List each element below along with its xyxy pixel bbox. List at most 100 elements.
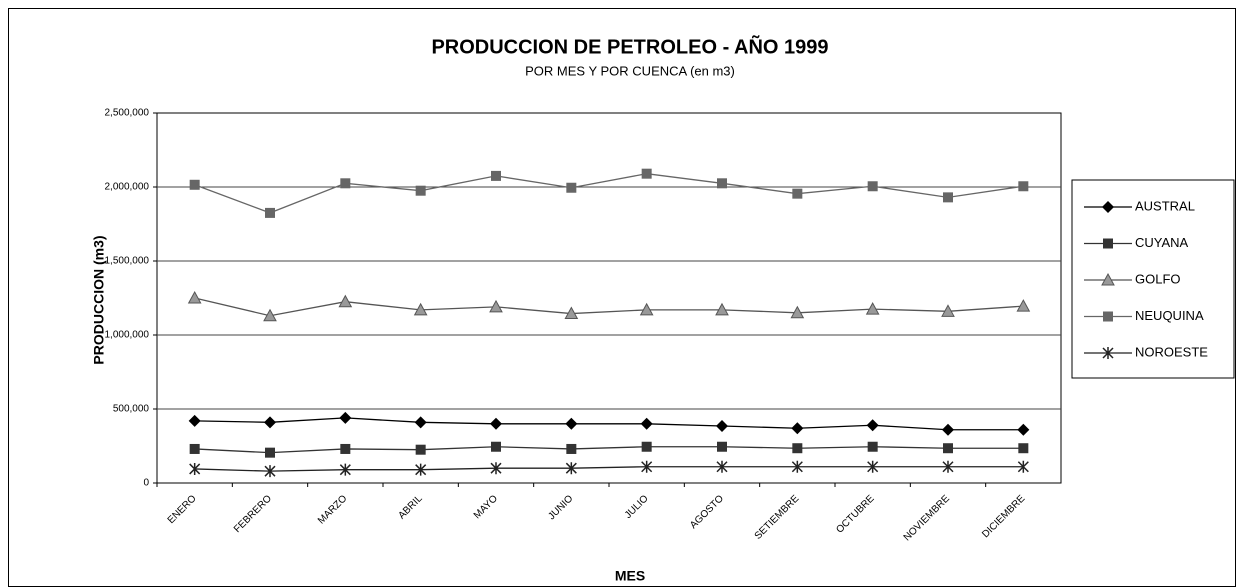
marker-diamond (264, 416, 276, 429)
marker-square (717, 178, 727, 189)
marker-diamond (188, 414, 201, 427)
x-tick-label: OCTUBRE (834, 493, 877, 536)
y-tick-label: 2,000,000 (105, 182, 150, 193)
marker-square (415, 444, 426, 455)
marker-square (340, 443, 351, 454)
marker-square (566, 182, 577, 193)
marker-diamond (942, 423, 954, 436)
marker-diamond (565, 417, 578, 430)
marker-asterisk (565, 462, 577, 475)
x-tick-label: ABRIL (396, 493, 425, 522)
marker-triangle (1016, 299, 1031, 312)
x-tick-label: SETIEMBRE (753, 493, 802, 542)
marker-square (265, 447, 275, 458)
legend-label: NOROESTE (1135, 344, 1208, 359)
y-tick-label: 2,500,000 (105, 108, 150, 119)
plot-area (156, 112, 1062, 484)
marker-square (1103, 238, 1113, 249)
marker-square (1018, 443, 1029, 454)
x-tick-label: AGOSTO (688, 493, 726, 531)
marker-square (491, 441, 501, 452)
marker-triangle (941, 304, 955, 317)
marker-triangle (187, 290, 202, 304)
x-tick-label: NOVIEMBRE (902, 493, 952, 543)
marker-square (792, 188, 803, 199)
y-tick-label: 1,500,000 (105, 256, 150, 267)
y-tick-label: 500,000 (113, 404, 150, 415)
marker-asterisk (264, 465, 276, 478)
marker-diamond (1102, 201, 1114, 213)
marker-diamond (490, 417, 502, 430)
x-tick-label: JUNIO (546, 493, 575, 522)
legend-label: GOLFO (1135, 271, 1181, 286)
series-line (194, 417, 1024, 431)
marker-square (189, 443, 200, 454)
marker-square (1018, 181, 1029, 192)
y-tick-label: 1,000,000 (105, 330, 150, 341)
marker-triangle (790, 305, 805, 319)
series-line (194, 173, 1024, 214)
chart-subtitle: POR MES Y POR CUENCA (en m3) (525, 63, 735, 78)
marker-square (491, 170, 501, 181)
marker-diamond (640, 417, 653, 430)
marker-square (265, 207, 275, 218)
marker-asterisk (1017, 460, 1029, 473)
marker-triangle (413, 302, 428, 316)
marker-asterisk (641, 460, 653, 473)
marker-square (867, 441, 878, 452)
x-tick-label: JULIO (623, 493, 651, 521)
marker-triangle (489, 299, 503, 313)
marker-diamond (414, 416, 427, 429)
marker-asterisk (189, 462, 201, 475)
x-tick-label: MAYO (472, 493, 500, 521)
marker-triangle (865, 302, 880, 315)
marker-asterisk (415, 463, 427, 476)
marker-diamond (339, 411, 352, 424)
marker-asterisk (791, 460, 803, 473)
marker-triangle (338, 294, 353, 308)
marker-square (943, 192, 953, 203)
x-tick-label: ENERO (166, 493, 199, 526)
marker-asterisk (716, 460, 728, 473)
legend-label: CUYANA (1135, 235, 1189, 250)
x-axis-label: MES (615, 568, 645, 584)
x-tick-label: FEBRERO (232, 493, 274, 535)
marker-asterisk (490, 462, 502, 475)
y-axis-label: PRODUCCION (m3) (91, 235, 107, 364)
marker-square (340, 178, 351, 189)
marker-asterisk (339, 463, 351, 476)
marker-square (1103, 311, 1113, 322)
marker-square (641, 168, 652, 179)
series-line (194, 446, 1024, 454)
x-tick-label: MARZO (316, 493, 349, 526)
marker-diamond (1017, 423, 1030, 436)
marker-square (792, 443, 803, 454)
marker-asterisk (867, 460, 879, 473)
marker-triangle (639, 302, 654, 316)
marker-triangle (564, 306, 579, 320)
marker-triangle (1101, 272, 1115, 286)
marker-asterisk (1102, 347, 1114, 359)
marker-square (717, 441, 727, 452)
legend-box (1071, 179, 1235, 379)
chart-title: PRODUCCION DE PETROLEO - AÑO 1999 (431, 35, 828, 58)
x-tick-label: DICIEMBRE (980, 493, 1027, 540)
marker-diamond (866, 419, 879, 432)
series-line (194, 466, 1024, 472)
series-line (194, 297, 1024, 317)
marker-square (415, 185, 426, 196)
marker-square (943, 443, 953, 454)
y-tick-label: 0 (143, 478, 149, 489)
marker-diamond (716, 420, 728, 433)
marker-square (566, 443, 577, 454)
marker-diamond (791, 422, 804, 435)
marker-triangle (715, 302, 729, 316)
marker-triangle (263, 308, 277, 322)
marker-asterisk (942, 460, 954, 473)
marker-square (641, 441, 652, 452)
chart-frame (8, 8, 1236, 587)
legend-label: NEUQUINA (1135, 308, 1204, 323)
marker-square (867, 181, 878, 192)
legend-label: AUSTRAL (1135, 198, 1195, 213)
